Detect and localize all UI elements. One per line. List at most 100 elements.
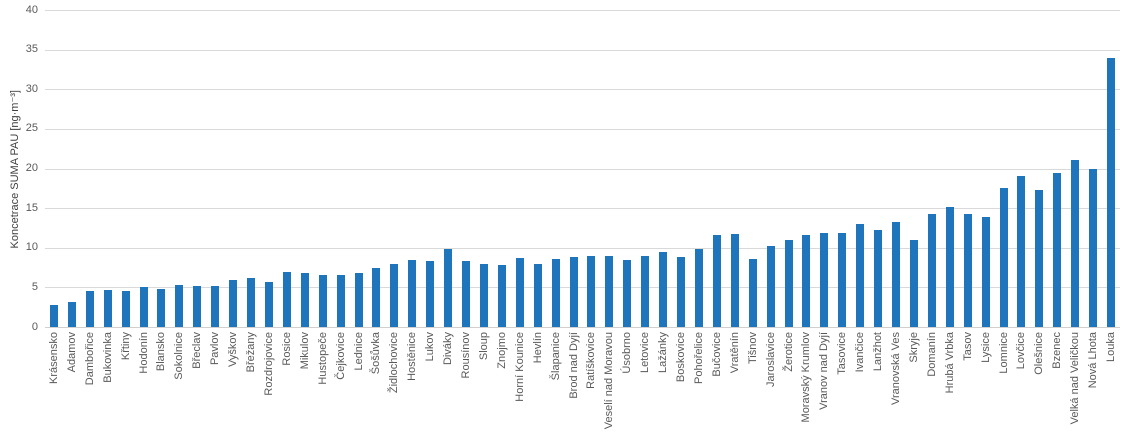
x-tick-label: Dambořice xyxy=(83,332,96,386)
x-tick-label: Ivančice xyxy=(854,332,867,373)
x-tick-label: Pavlov xyxy=(209,332,222,366)
bar xyxy=(408,259,417,327)
bar xyxy=(927,214,936,327)
bar xyxy=(157,288,166,327)
bar xyxy=(282,271,291,327)
bar xyxy=(479,264,488,327)
bar xyxy=(587,255,596,327)
bar xyxy=(515,258,524,327)
x-tick-label: Hustopeče xyxy=(316,332,329,385)
y-tick-label: 5 xyxy=(31,280,38,293)
bar xyxy=(85,291,94,327)
x-tick-label: Lanžhot xyxy=(872,332,885,372)
bar xyxy=(318,274,327,327)
bar xyxy=(247,277,256,327)
x-tick-label: Olešnice xyxy=(1033,332,1046,375)
bar xyxy=(49,304,58,327)
y-tick-label: 35 xyxy=(25,43,38,56)
x-tick-label: Rosice xyxy=(280,332,293,366)
gridline xyxy=(45,89,1120,91)
x-tick-label: Hodonín xyxy=(137,332,150,374)
bar xyxy=(139,287,148,327)
x-tick-label: Adamov xyxy=(65,332,78,373)
bar xyxy=(963,213,972,327)
y-tick-label: 15 xyxy=(25,201,38,214)
y-tick-label: 20 xyxy=(25,162,38,174)
x-tick-label: Hostěnice xyxy=(406,332,419,381)
y-tick-label: 10 xyxy=(25,241,38,254)
bar xyxy=(659,251,668,327)
bar xyxy=(193,285,202,327)
gridline xyxy=(45,128,1120,130)
bar xyxy=(999,187,1008,327)
x-tick-label: Úsobrno xyxy=(621,332,634,374)
x-tick-label: Vyškov xyxy=(227,332,240,368)
x-tick-label: Šlapanice xyxy=(549,332,562,381)
bar xyxy=(551,258,560,327)
x-tick-label: Veselí nad Moravou xyxy=(603,332,616,430)
x-tick-label: Sokolnice xyxy=(173,332,186,380)
bar xyxy=(229,280,238,327)
x-tick-label: Břežany xyxy=(245,332,258,373)
bar xyxy=(497,265,506,327)
bar xyxy=(390,264,399,327)
bar xyxy=(1107,57,1116,327)
bar xyxy=(641,255,650,327)
x-tick-label: Lysice xyxy=(979,332,992,363)
x-tick-label: Horní Kounice xyxy=(513,332,526,402)
bar xyxy=(1053,173,1062,327)
gridline xyxy=(45,247,1120,249)
bar xyxy=(1035,189,1044,327)
x-tick-label: Hevlín xyxy=(531,332,544,364)
bar xyxy=(623,259,632,327)
x-tick-label: Lovčice xyxy=(1015,332,1028,370)
bar xyxy=(336,275,345,327)
x-axis-line xyxy=(45,327,1120,328)
x-tick-label: Moravský Krumlov xyxy=(800,332,813,423)
x-tick-label: Lomnice xyxy=(997,332,1010,374)
x-tick-label: Krásensko xyxy=(47,332,60,384)
x-tick-label: Lukov xyxy=(424,332,437,362)
bar xyxy=(892,222,901,327)
x-tick-label: Vratěnín xyxy=(728,332,741,374)
x-tick-label: Bukovinka xyxy=(101,332,114,383)
x-tick-label: Čejkovice xyxy=(334,332,347,380)
bar xyxy=(211,285,220,327)
x-tick-label: Vranovská Ves xyxy=(890,332,903,405)
x-tick-label: Boskovice xyxy=(675,332,688,383)
x-tick-label: Mikulov xyxy=(298,332,311,370)
bar xyxy=(67,302,76,327)
bar xyxy=(748,258,757,327)
bar xyxy=(354,273,363,327)
y-tick-label: 0 xyxy=(31,320,38,333)
x-tick-label: Křtiny xyxy=(119,332,132,361)
bar xyxy=(264,281,273,327)
bar xyxy=(121,291,130,327)
x-tick-label: Brod nad Dyjí xyxy=(567,332,580,399)
x-tick-label: Domanín xyxy=(925,332,938,377)
bar xyxy=(712,235,721,327)
x-tick-label: Lažánky xyxy=(657,332,670,373)
bar xyxy=(1071,159,1080,327)
bar xyxy=(766,246,775,327)
bar xyxy=(605,256,614,327)
bar xyxy=(426,261,435,327)
bar xyxy=(300,273,309,327)
bar xyxy=(444,249,453,327)
bar xyxy=(462,261,471,327)
x-tick-label: Skryje xyxy=(907,332,920,363)
bar xyxy=(533,263,542,327)
y-tick-label: 30 xyxy=(25,82,38,95)
x-tick-label: Židlochovice xyxy=(388,332,401,394)
x-tick-label: Hrubá Vrbka xyxy=(943,332,956,394)
x-tick-label: Pohořelice xyxy=(692,332,705,384)
bar xyxy=(175,284,184,327)
x-tick-label: Diváky xyxy=(442,332,455,366)
x-tick-label: Tišnov xyxy=(746,332,759,364)
x-tick-label: Šošůvka xyxy=(370,332,383,375)
gridline xyxy=(45,49,1120,51)
bar xyxy=(1089,168,1098,327)
bar xyxy=(909,239,918,327)
x-tick-label: Nová Lhota xyxy=(1087,332,1100,389)
